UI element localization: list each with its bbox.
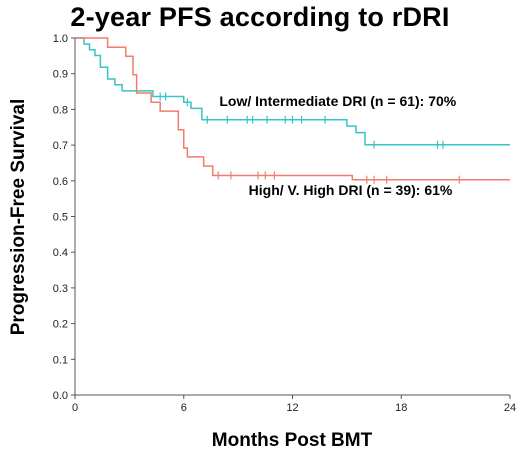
chart-title: 2-year PFS according to rDRI bbox=[70, 2, 450, 32]
x-tick-label: 24 bbox=[504, 402, 516, 414]
series-annotation: High/ V. High DRI (n = 39): 61% bbox=[249, 182, 453, 198]
x-axis-label: Months Post BMT bbox=[212, 430, 373, 451]
x-tick-label: 6 bbox=[181, 402, 187, 414]
y-tick-label: 0.9 bbox=[53, 69, 68, 81]
series-line-high-vhigh bbox=[75, 37, 510, 181]
x-tick-label: 18 bbox=[395, 402, 407, 414]
axes: 0.0 0.1 0.2 0.3 0.4 0.5 0.6 0.7 0.8 0.9 1.0 0 6 12 18 2… bbox=[53, 33, 516, 414]
y-tick-label: 0.3 bbox=[53, 283, 68, 295]
x-tick-label: 0 bbox=[72, 402, 78, 414]
series-layer bbox=[75, 37, 510, 184]
y-tick-label: 1.0 bbox=[53, 33, 68, 45]
y-tick-label: 0.4 bbox=[53, 247, 68, 259]
y-tick-label: 0.0 bbox=[53, 390, 68, 402]
y-tick-label: 0.7 bbox=[53, 140, 68, 152]
series-line-low-intermediate bbox=[75, 37, 510, 146]
y-tick-label: 0.8 bbox=[53, 104, 68, 116]
y-tick-label: 0.6 bbox=[53, 176, 68, 188]
y-tick-label: 0.5 bbox=[53, 212, 68, 224]
x-tick-label: 12 bbox=[286, 402, 298, 414]
y-tick-label: 0.1 bbox=[53, 354, 68, 366]
y-tick-label: 0.2 bbox=[53, 319, 68, 331]
series-annotation: Low/ Intermediate DRI (n = 61): 70% bbox=[219, 93, 456, 109]
y-axis-label: Progression-Free Survival bbox=[8, 99, 29, 336]
annotation-layer: Low/ Intermediate DRI (n = 61): 70% High/… bbox=[219, 93, 456, 198]
